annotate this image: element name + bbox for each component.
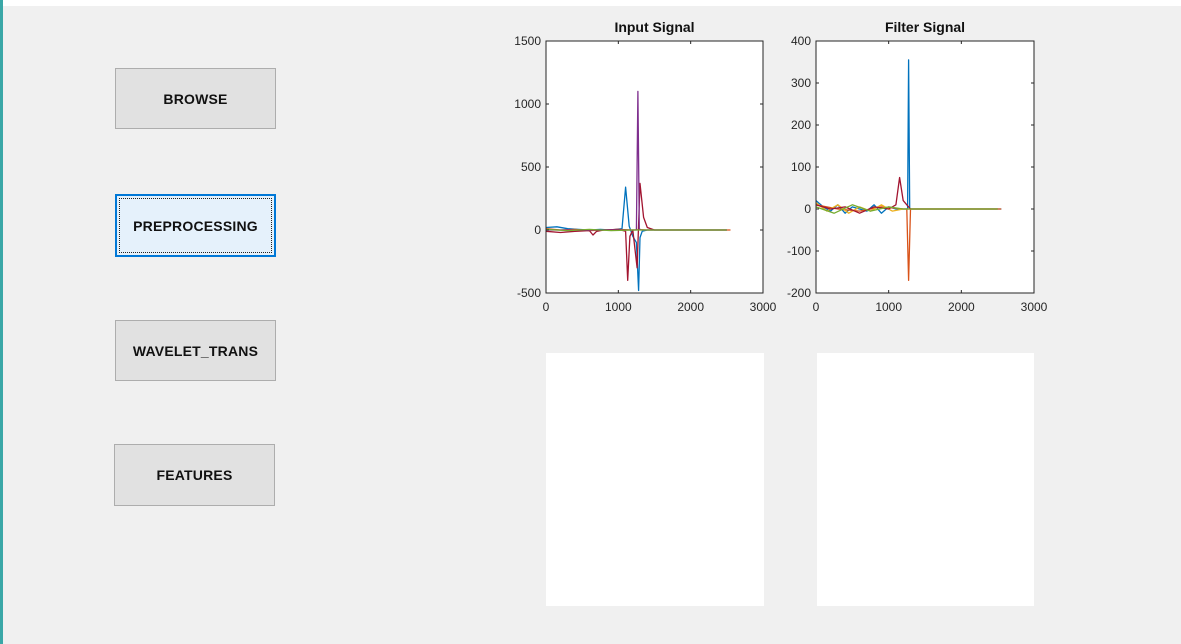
filter-y-tick-label: -100 [787,244,811,258]
filter-y-tick-label: -200 [787,286,811,300]
focus-ring [119,198,272,253]
preprocessing-button-label: PREPROCESSING [133,217,258,234]
filter-y-tick-label: 400 [791,34,811,48]
input-y-tick-label: -500 [517,286,541,300]
filter-axes-background [816,41,1034,293]
input-series-group [546,90,731,292]
browse-button-label: BROWSE [163,90,228,107]
input-y-tick-label: 0 [534,223,541,237]
input-x-tick-label: 1000 [605,300,632,314]
filter-x-tick-label: 1000 [875,300,902,314]
wavelet-trans-button[interactable]: WAVELET_TRANS [115,320,276,381]
input-x-tick-label: 2000 [677,300,704,314]
input-y-tick-label: 1000 [514,97,541,111]
input-axes-background [546,41,763,293]
browse-button[interactable]: BROWSE [115,68,276,129]
preprocessing-button[interactable]: PREPROCESSING [115,194,276,257]
input-plot-title: Input Signal [614,19,694,35]
filter-y-tick-label: 100 [791,160,811,174]
wavelet-trans-button-label: WAVELET_TRANS [132,342,259,359]
input-series-line-3 [546,182,727,282]
window-left-edge [0,0,3,644]
input-y-tick-label: 1500 [514,34,541,48]
input-x-tick-label: 3000 [750,300,777,314]
input-series-line-5 [546,228,727,232]
filter-x-tick-label: 2000 [948,300,975,314]
filter-x-tick-label: 3000 [1021,300,1048,314]
input-y-tick-label: 500 [521,160,541,174]
input-x-tick-label: 0 [543,300,550,314]
filter-series-group [816,59,1002,282]
filter-y-tick-label: 300 [791,76,811,90]
features-button-label: FEATURES [156,467,233,483]
filter-plot-title: Filter Signal [885,19,965,35]
empty-axes-4 [817,353,1034,606]
empty-axes-3 [546,353,764,606]
filter-x-tick-label: 0 [813,300,820,314]
filter-series-line-5 [816,204,998,214]
filter-y-tick-label: 200 [791,118,811,132]
filter-y-tick-label: 0 [804,202,811,216]
features-button[interactable]: FEATURES [114,444,275,506]
window-top-strip [3,0,1181,6]
